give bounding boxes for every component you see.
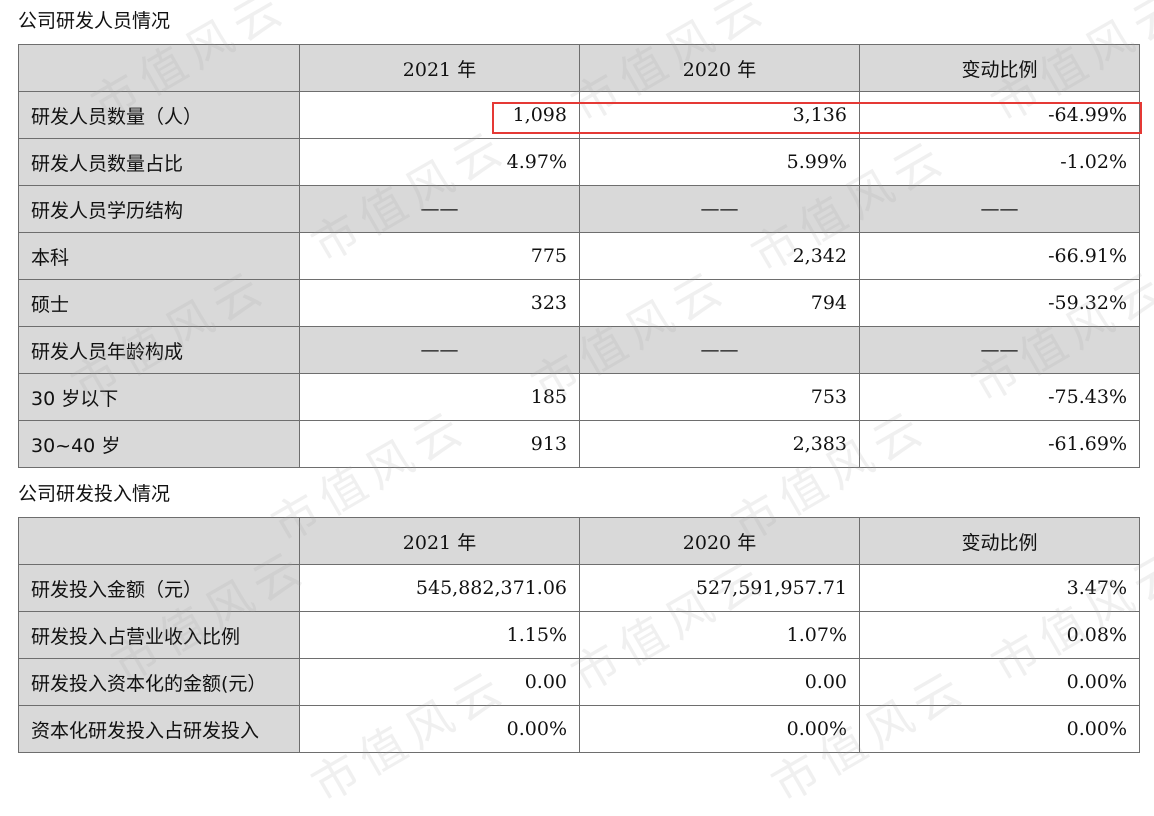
cell-change: -64.99% bbox=[859, 91, 1140, 139]
cell-change: -75.43% bbox=[859, 373, 1140, 421]
cell-2020: 794 bbox=[579, 279, 860, 327]
cell-2020: 5.99% bbox=[579, 138, 860, 186]
row-label: 资本化研发投入占研发投入 bbox=[18, 705, 300, 753]
cell-2020: 527,591,957.71 bbox=[579, 564, 860, 612]
cell-2021: 323 bbox=[299, 279, 580, 327]
row-label: 本科 bbox=[18, 232, 300, 280]
cell-2021: 913 bbox=[299, 420, 580, 468]
row-label: 研发人员数量占比 bbox=[18, 138, 300, 186]
cell-change: 0.00% bbox=[859, 658, 1140, 706]
row-label: 研发人员学历结构 bbox=[18, 185, 300, 233]
cell-2021: 1.15% bbox=[299, 611, 580, 659]
cell-2021: 185 bbox=[299, 373, 580, 421]
header-change: 变动比例 bbox=[859, 44, 1140, 92]
header-2021: 2021 年 bbox=[299, 44, 580, 92]
cell-2020: 2,383 bbox=[579, 420, 860, 468]
cell-2021: —— bbox=[299, 185, 580, 233]
cell-2021: 1,098 bbox=[299, 91, 580, 139]
header-empty bbox=[18, 517, 300, 565]
cell-2020: 0.00% bbox=[579, 705, 860, 753]
cell-2020: 753 bbox=[579, 373, 860, 421]
row-label: 研发投入资本化的金额(元） bbox=[18, 658, 300, 706]
header-2020: 2020 年 bbox=[579, 44, 860, 92]
row-label: 硕士 bbox=[18, 279, 300, 327]
table-row: 研发人员学历结构 —— —— —— bbox=[18, 185, 1140, 233]
rd-staff-table: 2021 年 2020 年 变动比例 研发人员数量（人） 1,098 3,136 -6… bbox=[18, 44, 1140, 468]
cell-2020: 1.07% bbox=[579, 611, 860, 659]
row-label: 研发人员年龄构成 bbox=[18, 326, 300, 374]
cell-2021: 545,882,371.06 bbox=[299, 564, 580, 612]
header-empty bbox=[18, 44, 300, 92]
cell-change: 0.08% bbox=[859, 611, 1140, 659]
row-label: 研发人员数量（人） bbox=[18, 91, 300, 139]
table-row: 研发投入金额（元） 545,882,371.06 527,591,957.71 3.4… bbox=[18, 564, 1140, 612]
table-header-row: 2021 年 2020 年 变动比例 bbox=[18, 44, 1140, 92]
row-label: 30~40 岁 bbox=[18, 420, 300, 468]
row-label: 研发投入占营业收入比例 bbox=[18, 611, 300, 659]
cell-2020: 2,342 bbox=[579, 232, 860, 280]
header-change: 变动比例 bbox=[859, 517, 1140, 565]
cell-2021: 0.00% bbox=[299, 705, 580, 753]
table-row: 本科 775 2,342 -66.91% bbox=[18, 232, 1140, 280]
cell-change: -1.02% bbox=[859, 138, 1140, 186]
table-row: 资本化研发投入占研发投入 0.00% 0.00% 0.00% bbox=[18, 705, 1140, 753]
cell-2021: 0.00 bbox=[299, 658, 580, 706]
table-row: 研发投入资本化的金额(元） 0.00 0.00 0.00% bbox=[18, 658, 1140, 706]
cell-change: 3.47% bbox=[859, 564, 1140, 612]
cell-2021: —— bbox=[299, 326, 580, 374]
table-header-row: 2021 年 2020 年 变动比例 bbox=[18, 517, 1140, 565]
cell-2021: 775 bbox=[299, 232, 580, 280]
cell-2020: —— bbox=[579, 185, 860, 233]
cell-change: —— bbox=[859, 185, 1140, 233]
rd-staff-title: 公司研发人员情况 bbox=[18, 10, 171, 32]
cell-change: -61.69% bbox=[859, 420, 1140, 468]
table-row: 研发人员数量（人） 1,098 3,136 -64.99% bbox=[18, 91, 1140, 139]
table-row: 硕士 323 794 -59.32% bbox=[18, 279, 1140, 327]
cell-2020: —— bbox=[579, 326, 860, 374]
rd-investment-table: 2021 年 2020 年 变动比例 研发投入金额（元） 545,882,371.… bbox=[18, 517, 1140, 753]
table-row: 研发人员年龄构成 —— —— —— bbox=[18, 326, 1140, 374]
row-label: 30 岁以下 bbox=[18, 373, 300, 421]
table-row: 30 岁以下 185 753 -75.43% bbox=[18, 373, 1140, 421]
cell-change: 0.00% bbox=[859, 705, 1140, 753]
rd-investment-title: 公司研发投入情况 bbox=[18, 483, 171, 505]
table-row: 研发投入占营业收入比例 1.15% 1.07% 0.08% bbox=[18, 611, 1140, 659]
row-label: 研发投入金额（元） bbox=[18, 564, 300, 612]
header-2021: 2021 年 bbox=[299, 517, 580, 565]
cell-2020: 3,136 bbox=[579, 91, 860, 139]
cell-change: —— bbox=[859, 326, 1140, 374]
table-row: 研发人员数量占比 4.97% 5.99% -1.02% bbox=[18, 138, 1140, 186]
header-2020: 2020 年 bbox=[579, 517, 860, 565]
cell-change: -59.32% bbox=[859, 279, 1140, 327]
cell-change: -66.91% bbox=[859, 232, 1140, 280]
table-row: 30~40 岁 913 2,383 -61.69% bbox=[18, 420, 1140, 468]
cell-2020: 0.00 bbox=[579, 658, 860, 706]
cell-2021: 4.97% bbox=[299, 138, 580, 186]
